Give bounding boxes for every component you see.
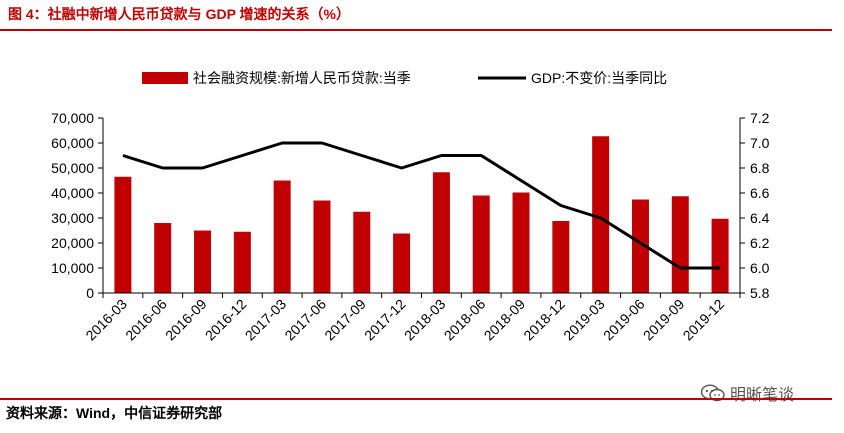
y-left-tick-label: 40,000 bbox=[51, 185, 94, 201]
legend-swatch-bar bbox=[142, 72, 188, 84]
y-left-tick-label: 10,000 bbox=[51, 260, 94, 276]
y-right-tick-label: 5.8 bbox=[750, 285, 770, 301]
x-tick-label: 2018-09 bbox=[481, 296, 529, 344]
x-tick-label: 2017-12 bbox=[361, 296, 409, 344]
y-right-tick-label: 7.2 bbox=[750, 110, 770, 126]
x-tick-label: 2016-06 bbox=[122, 296, 170, 344]
legend-label-line: GDP:不变价:当季同比 bbox=[531, 70, 667, 86]
legend-label-bar: 社会融资规模:新增人民币贷款:当季 bbox=[193, 70, 411, 86]
y-right-tick-label: 6.0 bbox=[750, 260, 770, 276]
x-tick-label: 2019-03 bbox=[560, 296, 608, 344]
y-right-tick-label: 6.8 bbox=[750, 160, 770, 176]
x-tick-label: 2017-03 bbox=[242, 296, 290, 344]
y-right-tick-label: 6.2 bbox=[750, 235, 770, 251]
bar-2017-03 bbox=[273, 180, 291, 293]
y-left-tick-label: 50,000 bbox=[51, 160, 94, 176]
y-left-tick-label: 0 bbox=[86, 285, 94, 301]
bar-2019-09 bbox=[671, 196, 689, 293]
source-note: 资料来源：Wind，中信证券研究部 bbox=[6, 405, 223, 421]
bar-2018-09 bbox=[512, 192, 530, 293]
wechat-icon bbox=[700, 384, 725, 402]
y-left-tick-label: 70,000 bbox=[51, 110, 94, 126]
bar-2016-09 bbox=[194, 230, 212, 293]
bar-2016-03 bbox=[114, 176, 132, 293]
bar-2018-12 bbox=[552, 221, 570, 293]
footer-divider bbox=[0, 398, 832, 400]
y-left-tick-label: 60,000 bbox=[51, 135, 94, 151]
watermark: 明晰笔谈 bbox=[700, 381, 794, 405]
x-tick-label: 2019-06 bbox=[600, 296, 648, 344]
bar-2019-03 bbox=[592, 136, 610, 293]
bar-2017-06 bbox=[313, 200, 331, 293]
bar-2019-06 bbox=[631, 199, 649, 293]
x-tick-label: 2018-12 bbox=[520, 296, 568, 344]
title-divider bbox=[0, 29, 832, 31]
bar-2017-09 bbox=[353, 211, 371, 293]
y-left-tick-label: 30,000 bbox=[51, 210, 94, 226]
bar-2016-06 bbox=[154, 223, 172, 293]
y-right-tick-label: 6.4 bbox=[750, 210, 770, 226]
y-right-tick-label: 7.0 bbox=[750, 135, 770, 151]
bar-2018-03 bbox=[432, 172, 450, 293]
x-tick-label: 2019-12 bbox=[680, 296, 728, 344]
x-tick-label: 2016-03 bbox=[82, 296, 130, 344]
bar-2017-12 bbox=[393, 233, 411, 293]
x-tick-label: 2016-09 bbox=[162, 296, 210, 344]
x-tick-label: 2017-06 bbox=[281, 296, 329, 344]
y-right-tick-label: 6.6 bbox=[750, 185, 770, 201]
bar-2016-12 bbox=[233, 231, 251, 293]
y-left-tick-label: 20,000 bbox=[51, 235, 94, 251]
watermark-text: 明晰笔谈 bbox=[730, 387, 795, 404]
bar-2019-12 bbox=[711, 218, 729, 293]
chart-area: 0 10,000 20,000 30,000 40,000 50,000 60,000 70,… bbox=[51, 70, 770, 344]
figure-title: 图 4：社融中新增人民币贷款与 GDP 增速的关系（%） bbox=[8, 6, 350, 22]
x-tick-label: 2019-09 bbox=[640, 296, 688, 344]
gdp-line bbox=[122, 141, 721, 270]
bar-2018-06 bbox=[472, 195, 490, 293]
x-tick-label: 2017-09 bbox=[321, 296, 369, 344]
x-tick-label: 2016-12 bbox=[202, 296, 250, 344]
x-tick-label: 2018-03 bbox=[401, 296, 449, 344]
x-tick-label: 2018-06 bbox=[441, 296, 489, 344]
